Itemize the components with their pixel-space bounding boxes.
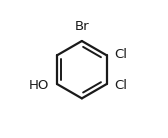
Text: Cl: Cl <box>114 48 127 61</box>
Text: Cl: Cl <box>114 79 127 92</box>
Text: HO: HO <box>29 79 49 92</box>
Text: Br: Br <box>75 20 89 33</box>
